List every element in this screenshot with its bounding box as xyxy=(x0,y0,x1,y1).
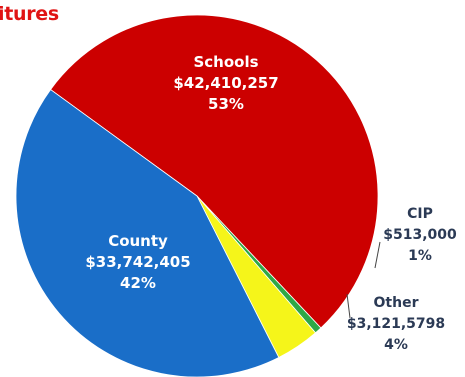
slice-label-schools-name: Schools xyxy=(193,53,258,71)
slice-label-county-name: County xyxy=(108,232,168,250)
chart-title: itures xyxy=(0,3,59,25)
pie-slice-schools xyxy=(50,14,379,329)
slice-label-cip-name: CIP xyxy=(407,206,433,222)
leader-line-other xyxy=(346,293,351,319)
slice-label-other-percent-label: 4% xyxy=(384,337,408,353)
slice-label-county-percent-label: 42% xyxy=(120,274,156,292)
slice-label-cip-percent-label: 1% xyxy=(408,248,432,264)
slice-label-county-amount: $33,742,405 xyxy=(85,253,190,271)
pie-slice-county xyxy=(15,89,280,377)
slice-label-cip-amount: $513,000 xyxy=(383,227,457,243)
leader-line-cip xyxy=(374,241,381,269)
slice-label-other-name: Other xyxy=(374,295,419,311)
slice-label-other-amount: $3,121,5798 xyxy=(347,316,445,332)
slice-label-schools-percent-label: 53% xyxy=(208,95,244,113)
slice-label-schools-amount: $42,410,257 xyxy=(173,74,278,92)
